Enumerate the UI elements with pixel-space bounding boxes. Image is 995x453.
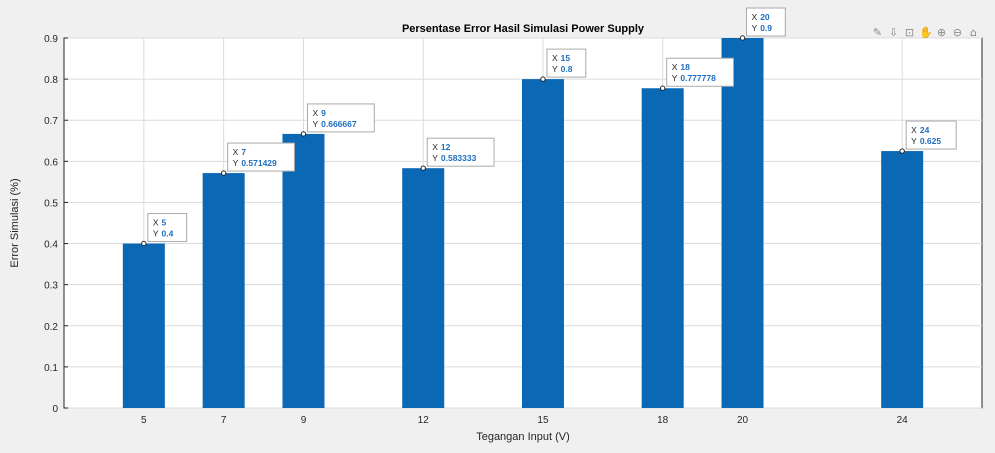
x-tick-label: 12 [418,415,430,426]
home-icon[interactable]: ⌂ [970,25,977,39]
datatip-box [546,48,587,78]
datatip-icon[interactable]: ⊡ [904,25,915,39]
pan-icon[interactable]: ✋ [919,25,933,39]
x-tick-label: 20 [737,415,749,426]
datatip-y: Y 0.4 [153,229,174,239]
x-tick-label: 7 [221,415,227,426]
datatip-y: Y 0.9 [752,23,773,33]
datatip-box [666,57,734,87]
datatip[interactable]: X 24Y 0.625 [899,120,957,154]
datatip-x: X 24 [911,125,929,135]
brush-icon[interactable]: ✎ [872,25,883,39]
y-tick-label: 0.4 [44,240,58,251]
bar-5[interactable] [122,243,165,408]
datatip-marker [739,35,746,41]
datatip[interactable]: X 15Y 0.8 [540,48,587,82]
datatip-box [746,7,786,37]
x-tick-label: 5 [141,415,147,426]
datatip-box [147,213,188,243]
datatip-box [227,142,295,172]
y-tick-label: 0.1 [44,363,58,374]
datatip-marker [141,240,147,247]
y-tick-label: 0.6 [44,157,58,168]
bars [122,38,924,409]
datatip-y: Y 0.8 [552,64,573,74]
datatip-y: Y 0.777778 [672,73,716,83]
zoom-out-icon[interactable]: ⊖ [952,25,963,39]
datatip-y: Y 0.583333 [432,153,476,163]
bar-9[interactable] [282,133,325,408]
datatip-marker [220,170,227,176]
datatip-y: Y 0.666667 [312,119,356,129]
datatip[interactable]: X 5Y 0.4 [141,213,188,247]
y-axis-label: Error Simulasi (%) [9,178,21,267]
y-tick-label: 0 [52,404,58,415]
datatip[interactable]: X 9Y 0.666667 [300,103,375,137]
datatip-marker [659,85,666,91]
bar-20[interactable] [721,38,764,408]
datatip-box [306,103,375,133]
bar-12[interactable] [402,168,445,408]
x-tick-label: 9 [301,415,307,426]
datatip[interactable]: X 12Y 0.583333 [420,137,495,171]
bar-15[interactable] [521,79,564,408]
datatip[interactable]: X 20Y 0.9 [739,7,786,41]
x-tick-label: 18 [657,415,669,426]
datatip-y: Y 0.571429 [233,158,277,168]
zoom-in-icon[interactable]: ⊕ [936,25,947,39]
datatip-box [426,137,495,167]
export-icon[interactable]: ⇩ [888,25,899,39]
tick-labels: 0 0.1 0.2 0.3 0.4 0.5 0.6 0.7 0.8 0.9 5 7 9 12 15 18 20 2… [44,34,908,426]
datatip-marker [420,165,426,171]
datatip-x: X 18 [672,62,690,72]
y-tick-label: 0.2 [44,322,58,333]
datatip[interactable]: X 7Y 0.571429 [220,142,295,176]
chart-title: Persentase Error Hasil Simulasi Power Su… [402,23,645,35]
axes-toolbar: ✎ ⇩ ⊡ ✋ ⊕ ⊖ ⌂ [871,24,980,40]
datatip-box [905,120,957,150]
y-tick-label: 0.7 [44,116,58,127]
datatip-x: X 15 [552,53,570,63]
y-tick-label: 0.3 [44,281,58,292]
datatip[interactable]: X 18Y 0.777778 [659,57,734,91]
datatip-marker [899,148,905,154]
bar-24[interactable] [881,151,924,409]
y-tick-label: 0.5 [44,198,58,209]
datatip-marker [540,76,546,82]
x-tick-label: 24 [897,415,909,426]
bar-7[interactable] [202,173,245,408]
datatip-x: X 20 [752,12,770,22]
bar-18[interactable] [641,88,684,408]
y-tick-label: 0.8 [44,75,58,86]
datatip-marker [300,131,307,137]
x-tick-label: 15 [537,415,549,426]
x-axis-label: Tegangan Input (V) [476,431,570,443]
datatip-x: X 12 [432,142,450,152]
datatip-y: Y 0.625 [911,136,941,146]
y-tick-label: 0.9 [44,34,58,45]
